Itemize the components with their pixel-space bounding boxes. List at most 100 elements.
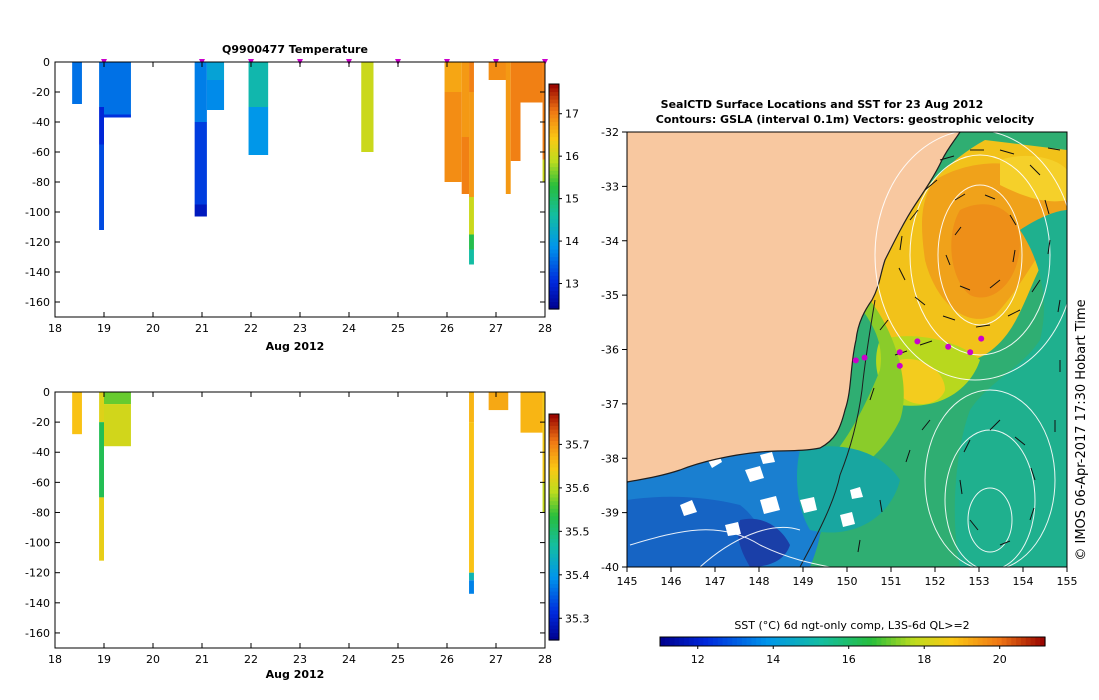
sst-colorbar-step xyxy=(765,637,772,646)
profile-cell xyxy=(469,422,474,573)
colorbar-step xyxy=(549,147,559,153)
colorbar-step xyxy=(549,290,559,295)
profile-cell xyxy=(469,197,474,235)
y-tick-label: -80 xyxy=(32,176,50,189)
sst-colorbar-step xyxy=(780,637,786,646)
salinity-x-ticks: 18 19 20 21 22 23 24 25 26 27 28 xyxy=(48,392,552,666)
sst-colorbar-step xyxy=(789,637,796,646)
sst-colorbar-step xyxy=(688,637,695,646)
sst-map-body xyxy=(627,132,1067,567)
sst-colorbar-tick-label: 20 xyxy=(993,653,1007,666)
colorbar-step xyxy=(549,207,559,213)
y-tick-label: 0 xyxy=(43,56,50,69)
sst-colorbar-step xyxy=(660,637,666,646)
temperature-panel: Q9900477 Temperature 18 19 20 21 22 23 24 25 26 2… xyxy=(25,43,579,353)
sst-colorbar-step xyxy=(799,637,805,646)
colorbar-step xyxy=(549,170,559,175)
colorbar-step xyxy=(549,159,559,164)
profile-cell xyxy=(72,392,82,435)
imos-credit: © IMOS 06-Apr-2017 17:30 Hobart Time xyxy=(1074,299,1089,560)
colorbar-step xyxy=(549,166,559,171)
sst-colorbar-step xyxy=(751,637,757,646)
colorbar-step xyxy=(549,534,559,539)
sst-north-warm xyxy=(1000,155,1067,202)
sst-colorbar-step xyxy=(737,637,743,646)
map-x-tick-label: 153 xyxy=(969,575,990,588)
colorbar-step xyxy=(549,155,559,160)
sst-colorbar-step xyxy=(1025,637,1032,646)
profile-cell xyxy=(194,62,207,122)
colorbar-step xyxy=(549,140,559,145)
map-y-tick-label: -37 xyxy=(601,398,619,411)
profile-cell xyxy=(99,144,104,230)
sst-colorbar-step xyxy=(953,637,959,646)
map-x-tick-label: 152 xyxy=(925,575,946,588)
colorbar-step xyxy=(549,591,559,596)
colorbar-tick-label: 14 xyxy=(565,235,579,248)
colorbar-step xyxy=(549,151,559,156)
sst-colorbar-step xyxy=(939,637,945,646)
profile-cell xyxy=(542,392,545,483)
sst-colorbar-step xyxy=(963,637,969,646)
x-tick-label: 27 xyxy=(489,653,503,666)
colorbar-tick-label: 17 xyxy=(565,108,579,121)
x-tick-label: 19 xyxy=(97,653,111,666)
sst-colorbar-step xyxy=(741,637,748,646)
sst-colorbar-step xyxy=(818,637,825,646)
colorbar-step xyxy=(549,523,559,528)
colorbar-step xyxy=(549,95,559,100)
map-y-tick-label: -33 xyxy=(601,180,619,193)
x-tick-label: 25 xyxy=(391,653,405,666)
sst-colorbar-step xyxy=(712,637,719,646)
colorbar-step xyxy=(549,99,559,104)
x-tick-label: 21 xyxy=(195,322,209,335)
colorbar-step xyxy=(549,200,559,205)
colorbar-step xyxy=(549,636,559,641)
colorbar-step xyxy=(549,249,559,254)
y-tick-label: -80 xyxy=(32,506,50,519)
colorbar-step xyxy=(549,474,559,479)
colorbar-step xyxy=(549,470,559,475)
bathymetry-contour xyxy=(799,299,876,567)
map-x-tick-label: 150 xyxy=(837,575,858,588)
sst-colorbar-tick-label: 12 xyxy=(691,653,705,666)
sst-colorbar-step xyxy=(924,637,931,646)
profile-cell xyxy=(104,404,131,447)
sst-teal-patch xyxy=(797,446,900,533)
sst-colorbar-step xyxy=(1006,637,1012,646)
profile-cell xyxy=(469,62,474,92)
sst-colorbar-tick-label: 14 xyxy=(766,653,780,666)
ctd-location-dot xyxy=(852,357,859,364)
colorbar-step xyxy=(549,425,559,430)
x-tick-label: 27 xyxy=(489,322,503,335)
sst-colorbar-step xyxy=(698,637,704,646)
sst-coldest-patch xyxy=(738,518,790,567)
y-tick-label: -20 xyxy=(32,86,50,99)
sst-colorbar-step xyxy=(1016,637,1022,646)
map-y-tick-label: -34 xyxy=(601,235,619,248)
colorbar-step xyxy=(549,279,559,284)
sst-colorbar-step xyxy=(684,637,690,646)
colorbar-step xyxy=(549,553,559,558)
colorbar-step xyxy=(549,485,559,490)
colorbar-step xyxy=(549,549,559,554)
profile-cell xyxy=(444,92,462,182)
colorbar-step xyxy=(549,602,559,607)
sst-small-warm-patch xyxy=(900,359,945,405)
sst-eddy-center xyxy=(951,204,1020,298)
colorbar-step xyxy=(549,598,559,603)
x-tick-label: 19 xyxy=(97,322,111,335)
sst-colorbar-step xyxy=(770,637,777,646)
sst-colorbar-step xyxy=(732,637,738,646)
profile-cell xyxy=(542,62,545,160)
colorbar-step xyxy=(549,451,559,457)
temperature-profiles xyxy=(72,62,545,265)
colorbar-step xyxy=(549,429,559,434)
colorbar-step xyxy=(549,579,559,585)
map-x-tick-label: 145 xyxy=(617,575,638,588)
profile-cell xyxy=(461,62,470,137)
map-y-tick-label: -40 xyxy=(601,561,619,574)
colorbar-step xyxy=(549,215,559,220)
colorbar-step xyxy=(549,181,559,186)
x-tick-label: 28 xyxy=(538,653,552,666)
